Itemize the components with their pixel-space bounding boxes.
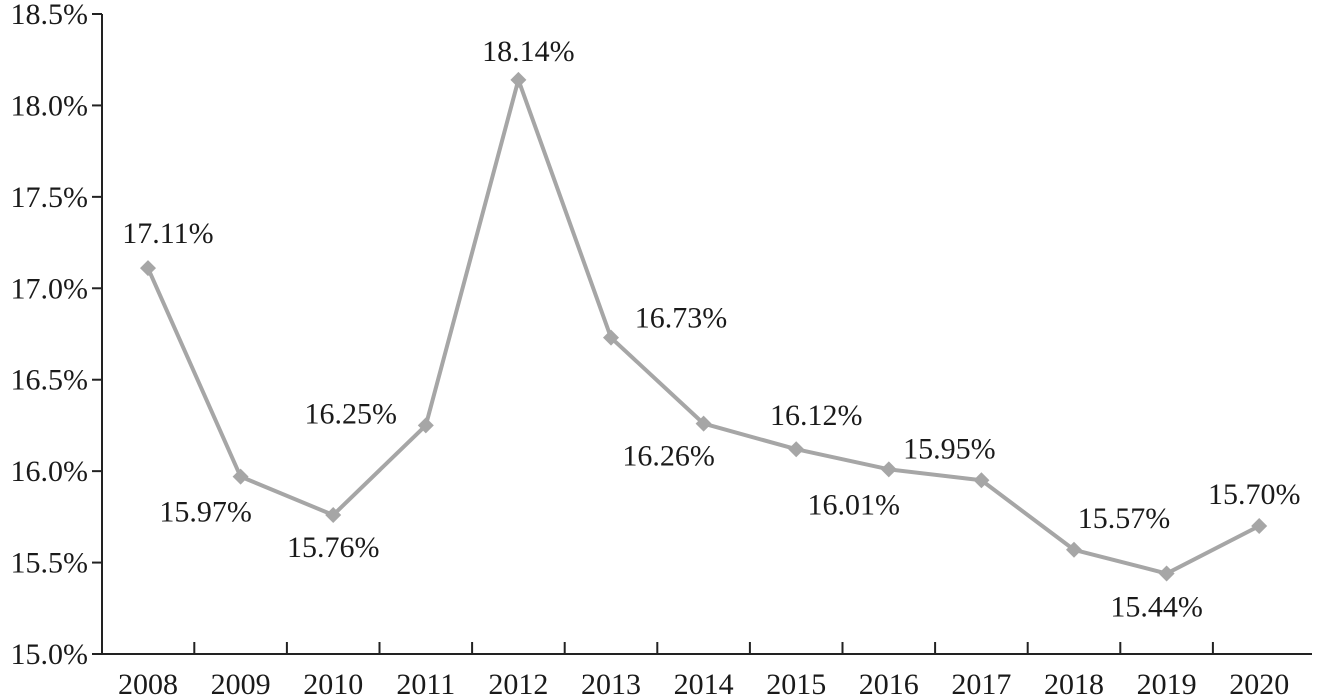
data-point-marker: [325, 507, 342, 524]
x-tick-label: 2016: [859, 668, 919, 697]
data-label: 16.73%: [635, 302, 728, 335]
data-label: 16.01%: [808, 488, 901, 521]
axes: [101, 14, 1312, 655]
y-tick-label: 18.5%: [11, 0, 89, 31]
data-label: 15.44%: [1110, 591, 1203, 624]
data-point-marker: [1251, 518, 1268, 534]
x-tick-label: 2014: [674, 668, 734, 697]
data-point-marker: [880, 461, 897, 478]
y-tick-label: 17.5%: [11, 181, 89, 214]
data-label: 18.14%: [482, 35, 575, 68]
data-point-marker: [788, 441, 805, 458]
x-tick-label: 2013: [581, 668, 641, 697]
data-point-marker: [1066, 541, 1082, 558]
data-point-marker: [417, 417, 434, 434]
x-tick-label: 2009: [211, 668, 271, 697]
x-tick-label: 2015: [766, 668, 826, 697]
y-ticks: 15.0% 15.5% 16.0% 16.5% 17.0% 17.5% 18.0% 18.5%: [11, 0, 102, 671]
x-tick-label: 2012: [488, 668, 548, 697]
data-point-marker: [510, 71, 527, 88]
data-label: 16.26%: [622, 440, 715, 473]
x-tick-label: 2018: [1044, 668, 1104, 697]
data-point-marker: [232, 468, 249, 485]
y-tick-label: 18.0%: [11, 89, 89, 122]
x-tick-label: 2010: [303, 668, 363, 697]
data-label: 16.25%: [305, 397, 398, 430]
x-tick-label: 2019: [1137, 668, 1197, 697]
x-tick-label: 2017: [951, 668, 1011, 697]
data-point-marker: [1158, 565, 1175, 582]
x-tick-label: 2020: [1229, 668, 1289, 697]
data-point-marker: [140, 260, 156, 277]
data-point-marker: [603, 329, 619, 346]
x-tick-label: 2008: [118, 668, 178, 697]
x-ticks: 2008 2009 2010 2011 2012 2013 2014 2015 2016 2017…: [118, 642, 1289, 697]
y-tick-label: 16.5%: [11, 364, 89, 397]
y-tick-label: 15.0%: [11, 638, 89, 671]
data-label: 15.95%: [903, 432, 996, 465]
data-label: 15.70%: [1208, 478, 1301, 511]
y-tick-label: 17.0%: [11, 272, 89, 305]
data-label: 15.76%: [287, 531, 380, 564]
series: [140, 71, 1268, 582]
y-tick-label: 15.5%: [11, 547, 89, 580]
data-label: 16.12%: [770, 399, 863, 432]
x-tick-label: 2011: [396, 668, 455, 697]
data-point-marker: [695, 415, 712, 432]
data-label: 15.97%: [159, 496, 252, 529]
data-point-marker: [973, 472, 990, 489]
data-labels: 17.11% 15.97% 15.76% 16.25% 18.14% 16.73% 16.2…: [122, 35, 1300, 624]
data-label: 15.57%: [1078, 502, 1171, 535]
data-label: 17.11%: [122, 217, 213, 250]
y-tick-label: 16.0%: [11, 455, 89, 488]
